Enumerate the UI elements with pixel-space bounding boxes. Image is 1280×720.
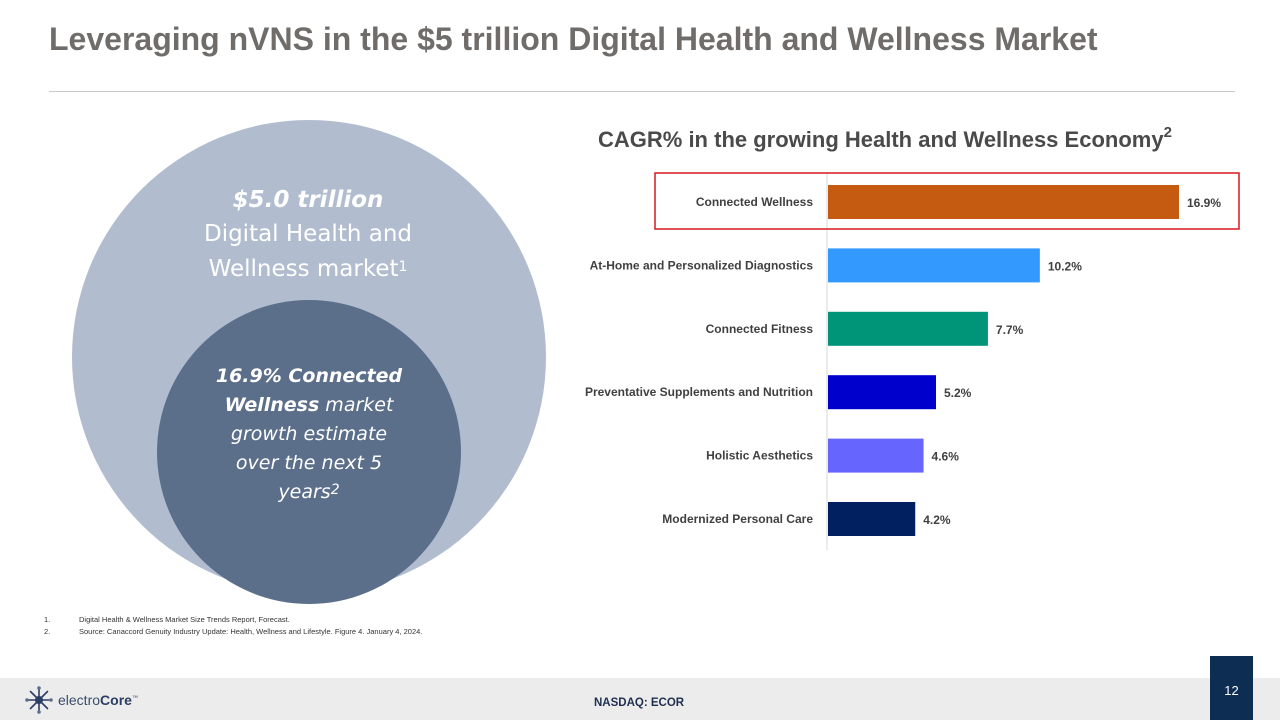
title-divider [49, 91, 1235, 92]
category-label: Preventative Supplements and Nutrition [585, 385, 813, 399]
market-footnote-ref: 1 [398, 259, 408, 275]
footnote-1-number: 1. [44, 615, 51, 624]
market-label-line1: Digital Health and [203, 221, 412, 247]
growth-text: 16.9% Connected Wellness market growth e… [190, 362, 428, 507]
category-label: At-Home and Personalized Diagnostics [590, 258, 814, 272]
market-label-line2-text: Wellness market [208, 256, 399, 282]
value-label: 4.2% [923, 513, 951, 527]
growth-line2-rest: market [319, 394, 394, 416]
growth-line3: growth estimate [230, 423, 388, 445]
footnote-2: 2. Source: Canaccord Genuity Industry Upd… [44, 626, 422, 638]
growth-line5: years [278, 481, 331, 503]
footnote-2-text: Source: Canaccord Genuity Industry Updat… [79, 627, 423, 636]
growth-bold-line2: Wellness [224, 394, 320, 416]
chart-title-footnote-ref: 2 [1163, 124, 1172, 141]
footnotes: 1. Digital Health & Wellness Market Size … [44, 614, 422, 638]
slide-title: Leveraging nVNS in the $5 trillion Digit… [49, 21, 1098, 57]
value-label: 5.2% [944, 386, 972, 400]
chart-title: CAGR% in the growing Health and Wellness… [598, 124, 1238, 153]
footnote-1-text: Digital Health & Wellness Market Size Tr… [79, 615, 290, 624]
chart-title-text: CAGR% in the growing Health and Wellness… [598, 127, 1164, 152]
highlight-box [654, 172, 1240, 230]
electrocore-logo: electroCore™ [24, 684, 164, 716]
market-size-text: $5.0 trillion Digital Health and Wellnes… [148, 183, 468, 287]
market-label-line2: Wellness market1 [148, 252, 468, 287]
bar-holistic-aesthetics [828, 438, 924, 473]
bar-at-home-and-personalized-diagnostics [828, 248, 1040, 283]
page-number: 12 [1210, 656, 1253, 720]
category-label: Holistic Aesthetics [706, 449, 813, 463]
bar-preventative-supplements-and-nutrition [828, 375, 936, 410]
growth-circle [157, 300, 461, 604]
growth-bold-line1: 16.9% Connected [215, 365, 403, 387]
value-label: 16.9% [1187, 196, 1221, 210]
logo-wordmark: electroCore™ [58, 692, 138, 708]
category-label: Modernized Personal Care [662, 512, 813, 526]
logo-trademark: ™ [131, 695, 138, 702]
value-label: 10.2% [1048, 259, 1082, 273]
value-label: 4.6% [932, 450, 960, 464]
nasdaq-ticker: NASDAQ: ECOR [594, 697, 685, 709]
value-label: 7.7% [996, 323, 1024, 337]
footnote-1: 1. Digital Health & Wellness Market Size … [44, 614, 422, 626]
starburst-logo-icon [25, 686, 53, 714]
logo-text-light: electro [58, 692, 101, 708]
bar-modernized-personal-care [828, 502, 916, 536]
bar-connected-fitness [828, 311, 988, 346]
growth-footnote-ref: 2 [330, 482, 340, 498]
footer-bar [0, 678, 1280, 720]
logo-text-bold: Core [100, 692, 132, 708]
category-label: Connected Wellness [696, 195, 813, 209]
bar-connected-wellness [828, 185, 1179, 219]
growth-line4: over the next 5 [235, 452, 383, 474]
category-label: Connected Fitness [706, 322, 814, 336]
footnote-2-number: 2. [44, 627, 51, 636]
market-value: $5.0 trillion [232, 187, 384, 213]
